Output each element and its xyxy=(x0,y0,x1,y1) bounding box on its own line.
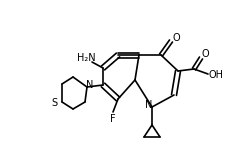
Text: N: N xyxy=(86,80,94,90)
Text: O: O xyxy=(201,49,209,59)
Text: F: F xyxy=(110,114,116,124)
Text: H₂N: H₂N xyxy=(77,53,95,63)
Text: N: N xyxy=(145,100,153,110)
Text: O: O xyxy=(172,33,180,43)
Text: OH: OH xyxy=(208,70,224,80)
Text: S: S xyxy=(51,98,57,108)
